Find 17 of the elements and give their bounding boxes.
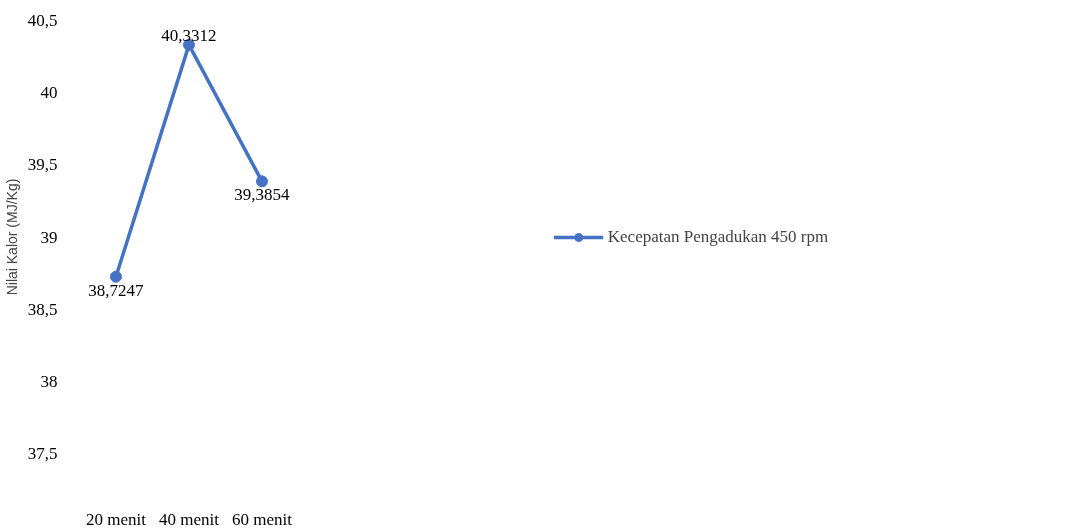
data-label: 39,3854 <box>234 185 291 205</box>
data-label: 38,7247 <box>88 280 145 300</box>
y-tick-label: 40,5 <box>27 11 58 30</box>
x-tick-label: 60 menit <box>232 509 293 529</box>
point <box>255 175 268 188</box>
y-axis-title: Nilai Kalor (MJ/Kg) <box>3 178 20 296</box>
point <box>109 270 122 283</box>
y-tick-label: 38,5 <box>27 299 58 319</box>
data-label: 40,3312 <box>161 25 217 45</box>
x-tick-label: 40 menit <box>158 509 220 529</box>
y-tick-label: 38 <box>40 371 58 391</box>
y-tick-label: 40 <box>40 83 58 103</box>
y-tick-label: 39,5 <box>27 155 58 175</box>
y-tick-label: 39 <box>40 227 58 247</box>
y-tick-label: 37,5 <box>27 444 58 463</box>
x-tick-label: 20 menit <box>85 509 147 529</box>
legend-label: Kecepatan Pengadukan 450 rpm <box>607 226 829 247</box>
